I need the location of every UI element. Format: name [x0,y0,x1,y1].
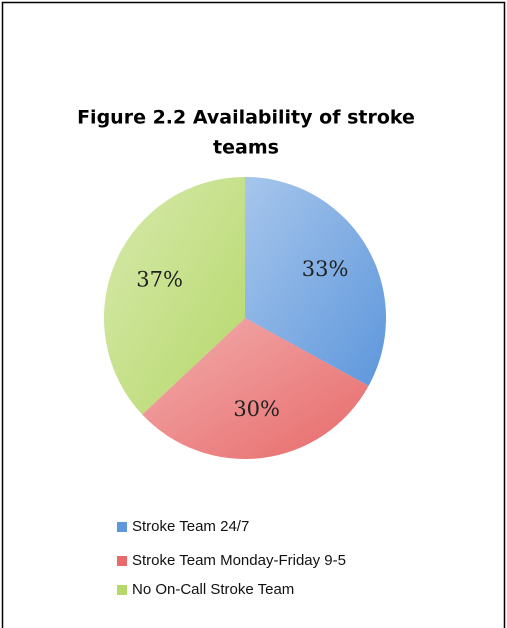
slice-shade [104,177,246,415]
legend-label: Stroke Team Monday-Friday 9-5 [132,552,346,569]
value-label: 37% [136,268,183,292]
legend-swatch [117,522,127,532]
slice-shade [142,318,369,459]
legend-label: No On-Call Stroke Team [132,581,294,598]
chart-title: teams [213,137,279,159]
chart-title: Figure 2.2 Availability of stroke [77,107,415,129]
slice-shade [245,177,386,386]
legend-label: Stroke Team 24/7 [132,518,249,535]
legend-swatch [117,556,127,566]
value-label: 33% [302,257,349,281]
value-label: 30% [233,397,280,421]
legend-swatch [117,585,127,595]
